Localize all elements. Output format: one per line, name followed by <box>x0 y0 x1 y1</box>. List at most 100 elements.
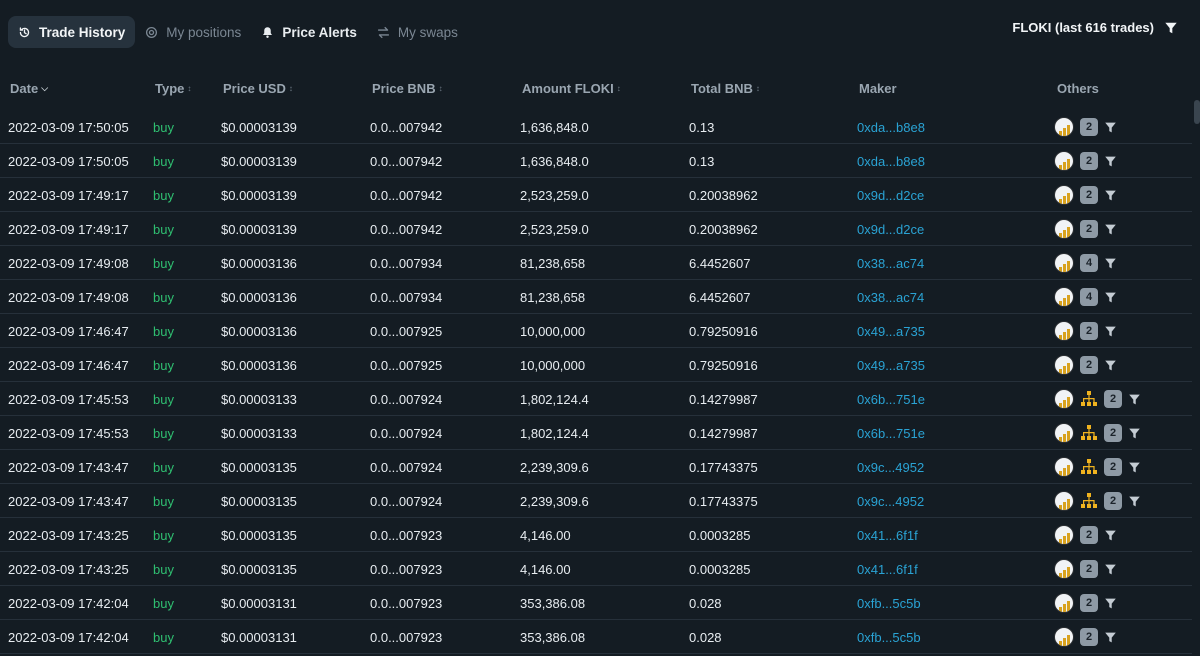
token-chart-icon[interactable] <box>1054 219 1074 239</box>
trade-count-badge[interactable]: 2 <box>1080 526 1098 544</box>
filter-icon[interactable] <box>1104 631 1117 644</box>
token-chart-icon[interactable] <box>1054 525 1074 545</box>
token-chart-icon[interactable] <box>1054 117 1074 137</box>
trade-type: buy <box>153 120 174 135</box>
table-row: 2022-03-09 17:49:08 buy $0.00003136 0.0...0… <box>0 280 1192 314</box>
maker-address-link[interactable]: 0xda...b8e8 <box>857 154 925 169</box>
trade-count-badge[interactable]: 2 <box>1104 390 1122 408</box>
maker-address-link[interactable]: 0xfb...5c5b <box>857 630 921 645</box>
filter-icon[interactable] <box>1104 223 1117 236</box>
trade-date: 2022-03-09 17:43:47 <box>8 460 129 475</box>
chevron-down-icon: ⌵ <box>41 83 49 93</box>
filter-summary[interactable]: FLOKI (last 616 trades) <box>1012 20 1178 35</box>
trade-count-badge[interactable]: 2 <box>1104 458 1122 476</box>
trade-count-badge[interactable]: 2 <box>1104 492 1122 510</box>
table-header: Date ⌵ Type ↕ Price USD ↕ Price BNB ↕ Am… <box>0 76 1200 100</box>
token-chart-icon[interactable] <box>1054 355 1074 375</box>
filter-icon[interactable] <box>1128 393 1141 406</box>
trade-count-badge[interactable]: 2 <box>1080 560 1098 578</box>
maker-address-link[interactable]: 0x38...ac74 <box>857 256 925 271</box>
token-chart-icon[interactable] <box>1054 185 1074 205</box>
token-chart-icon[interactable] <box>1054 627 1074 647</box>
tab-my-positions[interactable]: My positions <box>135 16 251 48</box>
price-bnb: 0.0...007942 <box>370 120 443 135</box>
maker-address-link[interactable]: 0x9c...4952 <box>857 494 925 509</box>
maker-address-link[interactable]: 0x6b...751e <box>857 392 925 407</box>
maker-address-link[interactable]: 0x38...ac74 <box>857 290 925 305</box>
maker-address-link[interactable]: 0x49...a735 <box>857 324 925 339</box>
trade-count-badge[interactable]: 4 <box>1080 288 1098 306</box>
filter-icon[interactable] <box>1128 461 1141 474</box>
trade-count-badge[interactable]: 2 <box>1080 322 1098 340</box>
maker-address-link[interactable]: 0x9d...d2ce <box>857 188 925 203</box>
amount-floki: 1,802,124.4 <box>520 392 589 407</box>
filter-icon[interactable] <box>1104 257 1117 270</box>
trade-type: buy <box>153 494 174 509</box>
filter-icon[interactable] <box>1104 189 1117 202</box>
token-chart-icon[interactable] <box>1054 151 1074 171</box>
table-row: 2022-03-09 17:43:25 buy $0.00003135 0.0...0… <box>0 552 1192 586</box>
price-bnb: 0.0...007923 <box>370 630 443 645</box>
token-chart-icon[interactable] <box>1054 389 1074 409</box>
filter-icon[interactable] <box>1104 597 1117 610</box>
tab-label: Trade History <box>39 24 126 40</box>
trade-count-badge[interactable]: 2 <box>1080 118 1098 136</box>
token-chart-icon[interactable] <box>1054 253 1074 273</box>
filter-icon[interactable] <box>1104 155 1117 168</box>
tab-trade-history[interactable]: Trade History <box>8 16 136 48</box>
filter-icon[interactable] <box>1104 121 1117 134</box>
tab-my-swaps[interactable]: My swaps <box>367 16 468 48</box>
maker-address-link[interactable]: 0x41...6f1f <box>857 528 918 543</box>
column-header-date[interactable]: Date ⌵ <box>10 81 48 96</box>
maker-address-link[interactable]: 0x41...6f1f <box>857 562 918 577</box>
trade-date: 2022-03-09 17:50:05 <box>8 154 129 169</box>
trade-count-badge[interactable]: 2 <box>1080 152 1098 170</box>
trade-type: buy <box>153 426 174 441</box>
filter-icon[interactable] <box>1104 563 1117 576</box>
column-header-total[interactable]: Total BNB ↕ <box>691 81 760 96</box>
trade-count-badge[interactable]: 2 <box>1080 220 1098 238</box>
token-chart-icon[interactable] <box>1054 457 1074 477</box>
amount-floki: 2,239,309.6 <box>520 494 589 509</box>
maker-address-link[interactable]: 0x6b...751e <box>857 426 925 441</box>
token-chart-icon[interactable] <box>1054 287 1074 307</box>
price-usd: $0.00003131 <box>221 596 297 611</box>
filter-icon[interactable] <box>1104 529 1117 542</box>
maker-address-link[interactable]: 0x9c...4952 <box>857 460 925 475</box>
column-header-price-bnb[interactable]: Price BNB ↕ <box>372 81 443 96</box>
trade-count-badge[interactable]: 4 <box>1080 254 1098 272</box>
trade-date: 2022-03-09 17:49:17 <box>8 188 129 203</box>
maker-address-link[interactable]: 0x49...a735 <box>857 358 925 373</box>
total-bnb: 0.028 <box>689 596 722 611</box>
maker-address-link[interactable]: 0xda...b8e8 <box>857 120 925 135</box>
top-bar: Trade History My positions Price Alerts … <box>0 0 1200 64</box>
filter-icon[interactable] <box>1128 427 1141 440</box>
trade-count-badge[interactable]: 2 <box>1080 594 1098 612</box>
filter-icon[interactable] <box>1104 325 1117 338</box>
trade-count-badge[interactable]: 2 <box>1080 628 1098 646</box>
trade-date: 2022-03-09 17:50:05 <box>8 120 129 135</box>
filter-icon[interactable] <box>1128 495 1141 508</box>
trade-count-badge[interactable]: 2 <box>1080 356 1098 374</box>
trade-count-badge[interactable]: 2 <box>1080 186 1098 204</box>
filter-icon[interactable] <box>1164 21 1178 35</box>
token-chart-icon[interactable] <box>1054 593 1074 613</box>
token-chart-icon[interactable] <box>1054 491 1074 511</box>
maker-address-link[interactable]: 0xfb...5c5b <box>857 596 921 611</box>
filter-icon[interactable] <box>1104 291 1117 304</box>
token-chart-icon[interactable] <box>1054 423 1074 443</box>
total-bnb: 0.13 <box>689 154 715 169</box>
filter-icon[interactable] <box>1104 359 1117 372</box>
tab-price-alerts[interactable]: Price Alerts <box>251 16 367 48</box>
trade-count-badge[interactable]: 2 <box>1104 424 1122 442</box>
total-bnb: 0.20038962 <box>689 188 758 203</box>
maker-address-link[interactable]: 0x9d...d2ce <box>857 222 925 237</box>
column-header-price-usd[interactable]: Price USD ↕ <box>223 81 293 96</box>
token-chart-icon[interactable] <box>1054 321 1074 341</box>
column-header-amount[interactable]: Amount FLOKI ↕ <box>522 81 621 96</box>
scrollbar-thumb[interactable] <box>1194 100 1200 124</box>
table-row: 2022-03-09 17:43:47 buy $0.00003135 0.0...0… <box>0 484 1192 518</box>
token-chart-icon[interactable] <box>1054 559 1074 579</box>
amount-floki: 353,386.08 <box>520 630 586 645</box>
column-header-type[interactable]: Type ↕ <box>155 81 191 96</box>
